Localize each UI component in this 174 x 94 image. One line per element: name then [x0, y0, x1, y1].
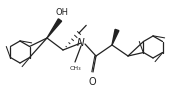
Text: CH₃: CH₃: [69, 66, 81, 71]
Polygon shape: [47, 19, 62, 38]
Text: O: O: [88, 77, 96, 87]
Polygon shape: [112, 29, 119, 45]
Text: OH: OH: [56, 8, 69, 17]
Text: N: N: [77, 38, 85, 48]
